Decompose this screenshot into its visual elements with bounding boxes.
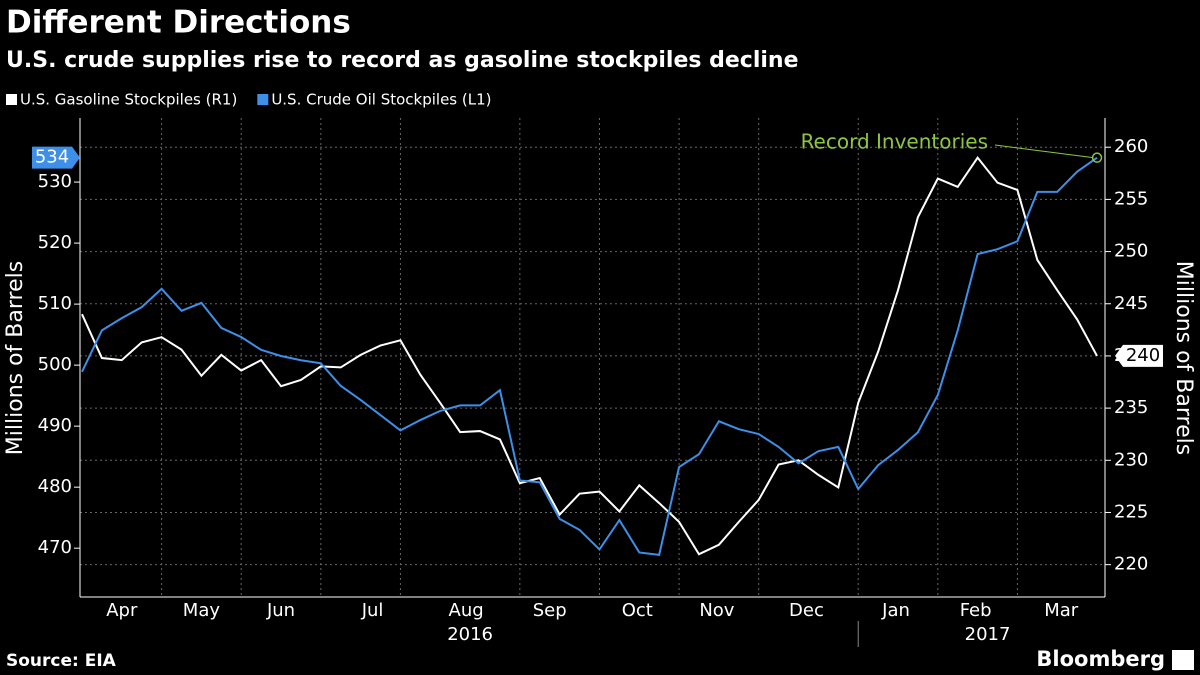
y2-tick-label: 250 [1114, 241, 1148, 262]
x-tick-label: Mar [1044, 600, 1079, 621]
x-tick-label: Sep [533, 600, 567, 621]
x-tick-label: Aug [449, 600, 484, 621]
x-tick-label: Jan [881, 600, 910, 621]
end-label: 534 [35, 147, 69, 168]
y2-tick-label: 245 [1114, 293, 1148, 314]
legend-swatch [6, 94, 17, 105]
annotation-line [994, 144, 1094, 159]
x-tick-label: Feb [960, 600, 992, 621]
y-tick-label: 520 [38, 232, 72, 253]
legend-swatch [257, 94, 269, 105]
y-tick-label: 470 [38, 537, 72, 558]
brand-icon [1172, 650, 1194, 670]
chart-subtitle: U.S. crude supplies rise to record as ga… [6, 48, 799, 73]
source: Source: EIA [6, 651, 117, 671]
end-label-box [1115, 344, 1163, 367]
end-label: 240 [1126, 345, 1160, 366]
year-label: 2016 [447, 624, 493, 645]
x-tick-label: Jul [361, 600, 384, 621]
legend-label: U.S. Crude Oil Stockpiles (L1) [271, 91, 491, 109]
y-tick-label: 500 [38, 354, 72, 375]
x-tick-label: May [183, 600, 221, 621]
chart-title: Different Directions [6, 5, 351, 41]
y-tick-label: 480 [38, 476, 72, 497]
y2-axis-label: Millions of Barrels [1171, 261, 1196, 455]
y-axis-label: Millions of Barrels [3, 261, 28, 455]
x-tick-label: Apr [106, 600, 138, 621]
y2-tick-label: 220 [1114, 554, 1148, 575]
line-series [81, 156, 1098, 556]
x-tick-label: Dec [789, 600, 824, 621]
x-tick-label: Nov [699, 600, 734, 621]
x-tick-label: Oct [622, 600, 653, 621]
y2-tick-label: 235 [1114, 397, 1148, 418]
end-label-box [32, 146, 80, 169]
y-tick-label: 530 [38, 171, 72, 192]
x-tick-label: Jun [266, 600, 295, 621]
y2-tick-label: 230 [1114, 449, 1148, 470]
line-series [81, 155, 1098, 556]
y2-tick-label: 225 [1114, 501, 1148, 522]
legend-label: U.S. Gasoline Stockpiles (R1) [20, 91, 237, 109]
y2-tick-label: 255 [1114, 188, 1148, 209]
year-label: 2017 [965, 624, 1011, 645]
annotation: Record Inventories [801, 130, 988, 154]
y-tick-label: 490 [38, 415, 72, 436]
y2-tick-label: 260 [1114, 136, 1148, 157]
brand: Bloomberg [1036, 647, 1165, 671]
y-tick-label: 510 [38, 293, 72, 314]
